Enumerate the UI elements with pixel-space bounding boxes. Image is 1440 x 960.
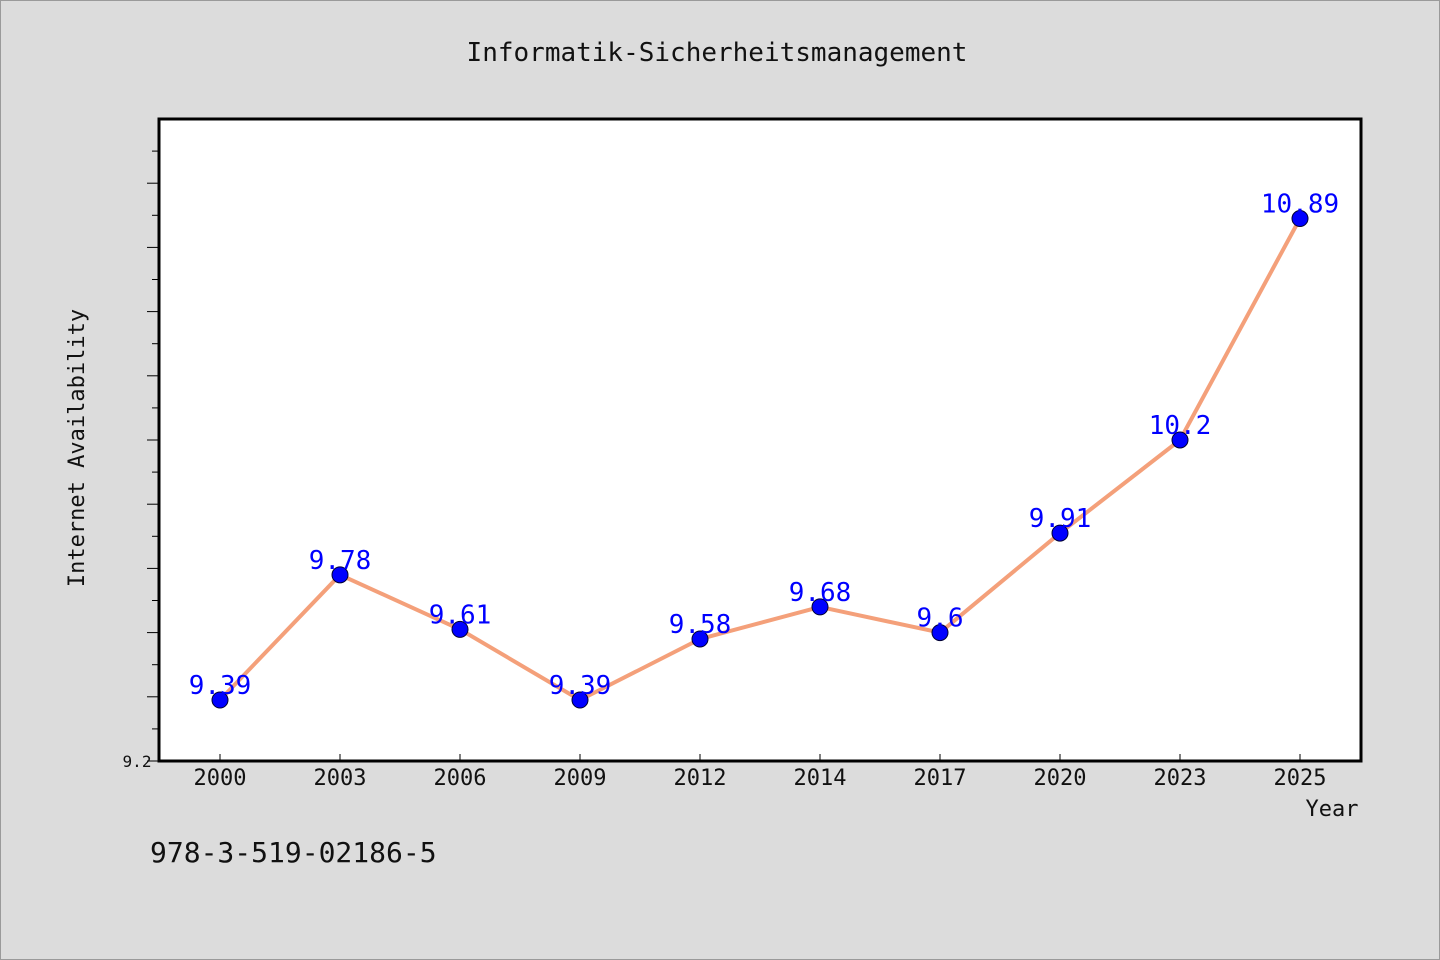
data-label: 9.39 (549, 671, 612, 701)
data-labels: 9.39 9.78 9.61 9.39 9.58 9.68 9.6 9.91 10.2 10.89 (189, 190, 1339, 702)
data-label: 9.78 (309, 546, 372, 576)
x-tick-label: 2003 (314, 766, 367, 791)
data-point (1291, 210, 1309, 228)
data-label: 9.61 (429, 600, 492, 630)
x-axis-ticks: 2000 2003 2006 2009 2012 2014 2017 2020 2023 2025 (194, 754, 1327, 791)
x-tick-label: 2023 (1154, 766, 1207, 791)
data-label: 10.2 (1149, 411, 1212, 441)
x-tick-label: 2009 (554, 766, 607, 791)
data-label: 9.58 (669, 610, 732, 640)
data-point (1171, 431, 1189, 449)
data-point (331, 566, 349, 584)
x-tick-label: 2000 (194, 766, 247, 791)
data-label: 9.39 (189, 671, 252, 701)
x-tick-label: 2006 (434, 766, 487, 791)
data-point (931, 624, 949, 642)
y-axis-label: Internet Availability (65, 309, 90, 587)
y-tick-label: 9.2 (123, 752, 152, 771)
data-label: 9.91 (1029, 504, 1092, 534)
y-axis-ticks (147, 150, 159, 762)
data-point (811, 598, 829, 616)
x-axis-label: Year (1306, 797, 1359, 822)
data-point (691, 630, 709, 648)
data-point (211, 691, 229, 709)
x-tick-label: 2014 (794, 766, 847, 791)
series-line (218, 217, 1302, 703)
plot-area (157, 117, 1363, 763)
data-markers (211, 210, 1309, 709)
x-tick-label: 2020 (1034, 766, 1087, 791)
data-point (451, 620, 469, 638)
chart-title: Informatik-Sicherheitsmanagement (467, 38, 968, 68)
data-label: 9.6 (917, 604, 964, 634)
x-tick-label: 2012 (674, 766, 727, 791)
x-tick-label: 2025 (1274, 766, 1327, 791)
isbn-text: 978-3-519-02186-5 (150, 836, 437, 869)
data-point (1051, 524, 1069, 542)
data-label: 10.89 (1261, 190, 1339, 220)
x-tick-label: 2017 (914, 766, 967, 791)
data-point (571, 691, 589, 709)
data-label: 9.68 (789, 578, 852, 608)
